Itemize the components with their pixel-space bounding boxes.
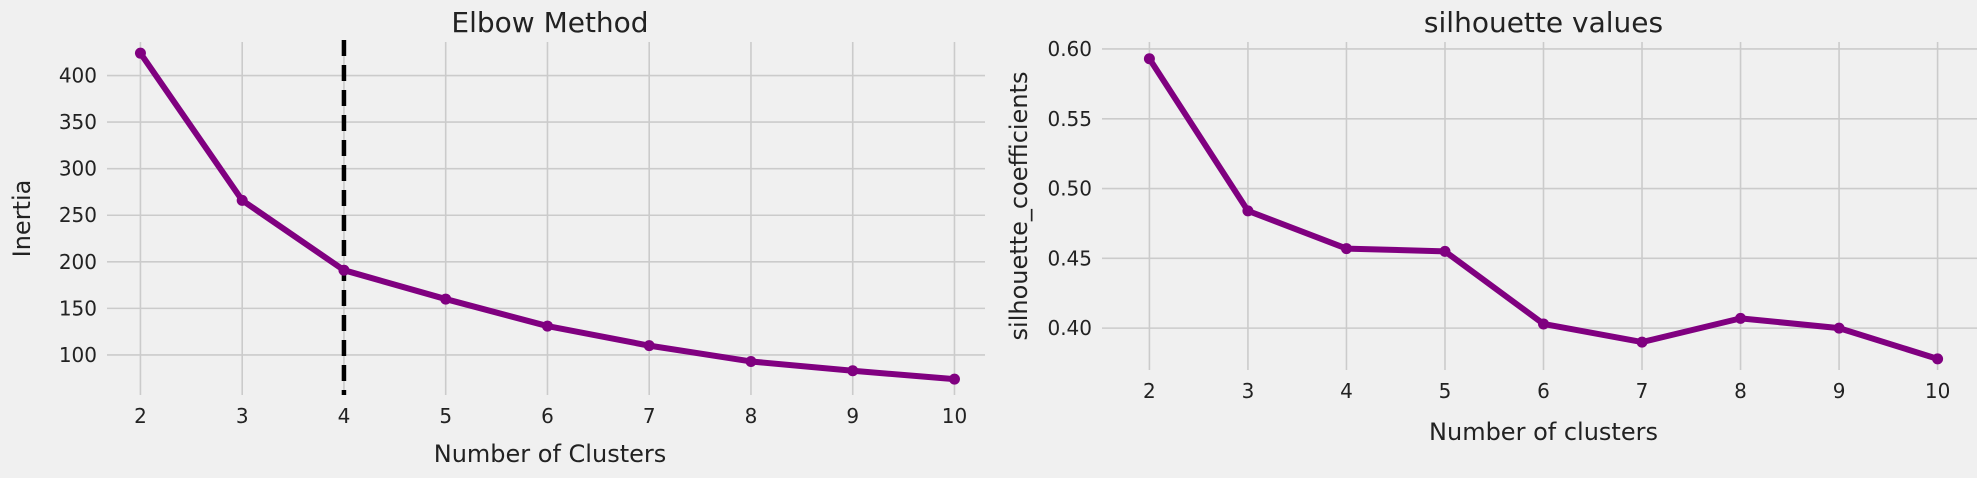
elbow-chart-x-tick-label: 8 — [745, 404, 758, 428]
elbow-chart: 2 3 4 5 6 7 8 9 10 100 150 200 250 300 350 400 Elbow Me… — [8, 6, 985, 468]
elbow-chart-x-tick-label: 7 — [643, 404, 656, 428]
elbow-chart-x-tick-label: 6 — [541, 404, 554, 428]
elbow-chart-y-tick-label: 150 — [59, 296, 97, 320]
elbow-chart-x-tick-label: 4 — [338, 404, 351, 428]
silhouette-chart-data-point — [1636, 336, 1648, 348]
silhouette-chart-x-tick-label: 5 — [1439, 379, 1452, 403]
silhouette-chart-data-point — [1143, 53, 1155, 65]
silhouette-chart-y-axis-label: silhouette_coefficients — [1005, 72, 1033, 341]
silhouette-chart-data-point — [1439, 245, 1451, 257]
silhouette-chart-title: silhouette values — [1424, 6, 1663, 39]
elbow-chart-x-tick-label: 9 — [846, 404, 859, 428]
elbow-chart-title: Elbow Method — [451, 6, 648, 39]
elbow-chart-x-tick-label: 2 — [134, 404, 147, 428]
silhouette-chart-y-tick-label: 0.45 — [1047, 246, 1092, 270]
elbow-chart-data-point — [440, 293, 452, 305]
elbow-chart-y-tick-label: 250 — [59, 203, 97, 227]
silhouette-chart-x-tick-label: 8 — [1734, 379, 1747, 403]
elbow-chart-y-axis-label: Inertia — [8, 180, 36, 258]
elbow-chart-data-point — [948, 373, 960, 385]
silhouette-chart-x-axis-label: Number of clusters — [1429, 418, 1658, 446]
silhouette-chart-x-tick-label: 4 — [1340, 379, 1353, 403]
silhouette-chart-data-point — [1242, 205, 1254, 217]
silhouette-chart-x-tick-label: 9 — [1833, 379, 1846, 403]
silhouette-chart-y-tick-label: 0.60 — [1047, 37, 1092, 61]
elbow-chart-data-point — [338, 264, 350, 276]
silhouette-chart-x-tick-label: 7 — [1636, 379, 1649, 403]
silhouette-chart: 2 3 4 5 6 7 8 9 10 0.40 0.45 0.50 0.55 0.60 silhouett… — [1005, 6, 1977, 446]
elbow-chart-y-tick-label: 400 — [59, 64, 97, 88]
elbow-chart-data-point — [541, 320, 553, 332]
silhouette-chart-data-point — [1538, 318, 1549, 330]
silhouette-chart-x-tick-label: 10 — [1925, 379, 1950, 403]
silhouette-chart-data-point — [1735, 312, 1747, 324]
silhouette-chart-data-point — [1833, 322, 1845, 334]
elbow-chart-data-point — [134, 47, 146, 59]
elbow-chart-data-point — [745, 355, 757, 367]
silhouette-chart-y-tick-label: 0.55 — [1047, 107, 1092, 131]
silhouette-chart-y-tick-label: 0.40 — [1047, 316, 1092, 340]
elbow-chart-data-point — [847, 365, 859, 377]
silhouette-chart-data-point — [1340, 243, 1352, 255]
elbow-chart-y-tick-label: 100 — [59, 343, 97, 367]
elbow-chart-x-tick-label: 5 — [439, 404, 452, 428]
silhouette-chart-x-tick-label: 3 — [1242, 379, 1255, 403]
elbow-chart-x-axis-label: Number of Clusters — [434, 440, 667, 468]
elbow-chart-data-point — [236, 194, 248, 206]
elbow-chart-y-tick-label: 350 — [59, 110, 97, 134]
elbow-chart-x-tick-label: 10 — [942, 404, 967, 428]
elbow-chart-y-tick-label: 300 — [59, 157, 97, 181]
elbow-chart-x-tick-label: 3 — [236, 404, 249, 428]
silhouette-chart-x-tick-label: 2 — [1143, 379, 1156, 403]
elbow-chart-data-point — [643, 340, 655, 352]
silhouette-chart-x-tick-label: 6 — [1537, 379, 1550, 403]
silhouette-chart-data-point — [1932, 353, 1944, 365]
elbow-chart-y-tick-label: 200 — [59, 250, 97, 274]
silhouette-chart-y-tick-label: 0.50 — [1047, 177, 1092, 201]
